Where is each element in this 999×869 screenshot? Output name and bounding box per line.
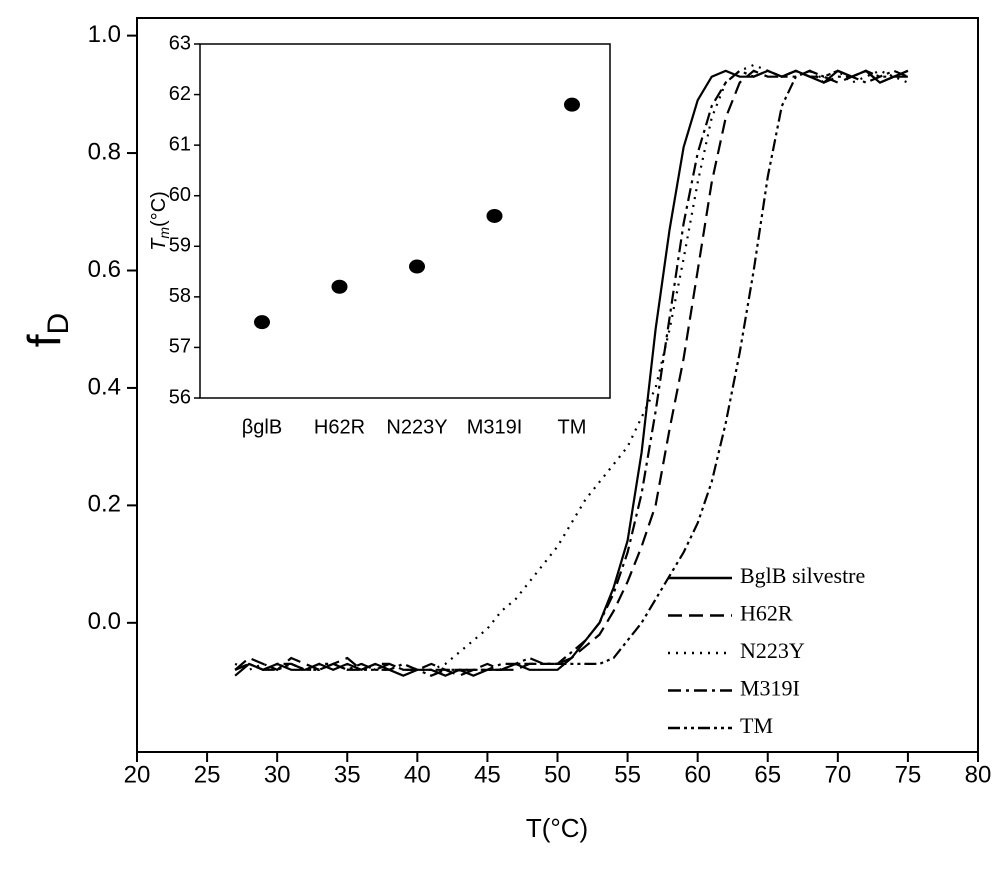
legend-label: BglB silvestre — [740, 563, 865, 588]
point — [564, 97, 580, 112]
inset-x-tick-label: H62R — [314, 416, 365, 438]
inset-x-tick-label: βglB — [242, 416, 282, 438]
series-line — [234, 63, 909, 671]
inset-x-tick-label: M319I — [467, 416, 523, 438]
y-tick-label: 0.8 — [88, 138, 121, 165]
y-tick-label: 0.6 — [88, 256, 121, 283]
series-line — [234, 69, 909, 671]
inset-x-tick-label: TM — [558, 416, 587, 438]
inset-y-axis-label: Tm(°C) — [148, 191, 171, 251]
x-tick-label: 55 — [614, 761, 641, 788]
x-tick-label: 30 — [264, 761, 291, 788]
inset-y-tick-label: 59 — [169, 235, 191, 257]
series-line — [234, 69, 909, 677]
x-tick-label: 20 — [124, 761, 151, 788]
y-tick-label: 0.2 — [88, 491, 121, 518]
x-tick-label: 70 — [824, 761, 851, 788]
inset-y-tick-label: 61 — [169, 133, 191, 155]
y-tick-label: 1.0 — [88, 21, 121, 48]
inset-y-label-t: T — [148, 237, 170, 251]
x-tick-label: 25 — [194, 761, 221, 788]
y-tick-label: 0.4 — [88, 373, 121, 400]
series-line — [234, 69, 909, 677]
inset-y-tick-label: 62 — [169, 83, 191, 105]
inset-y-tick-label: 56 — [169, 386, 191, 408]
x-tick-label: 40 — [404, 761, 431, 788]
inset-y-tick-label: 63 — [169, 32, 191, 54]
inset-y-tick-label: 57 — [169, 336, 191, 358]
x-tick-label: 80 — [965, 761, 992, 788]
y-tick-label: 0.0 — [88, 608, 121, 635]
x-tick-label: 50 — [544, 761, 571, 788]
point — [254, 315, 270, 330]
inset-y-label-sub: m — [156, 227, 172, 239]
y-axis-label-sub: D — [42, 313, 75, 335]
inset-y-label-unit: (°C) — [148, 191, 170, 227]
legend-label: N223Y — [740, 638, 805, 663]
inset-y-tick-label: 60 — [169, 184, 191, 206]
inset-frame — [199, 43, 611, 399]
x-tick-label: 65 — [754, 761, 781, 788]
legend-label: H62R — [740, 601, 793, 626]
x-tick-label: 75 — [895, 761, 922, 788]
point — [331, 279, 348, 294]
legend-label: M319I — [740, 676, 800, 701]
legend-label: TM — [740, 713, 773, 738]
y-axis-label-main: f — [18, 334, 70, 347]
x-tick-label: 60 — [684, 761, 711, 788]
point — [409, 259, 425, 274]
point — [486, 208, 503, 223]
x-tick-label: 45 — [474, 761, 501, 788]
inset-y-tick-label: 58 — [169, 285, 191, 307]
y-axis-label: fD — [18, 313, 75, 347]
inset-x-tick-label: N223Y — [386, 416, 447, 438]
x-tick-label: 35 — [334, 761, 361, 788]
x-axis-label: T(°C) — [526, 813, 588, 843]
